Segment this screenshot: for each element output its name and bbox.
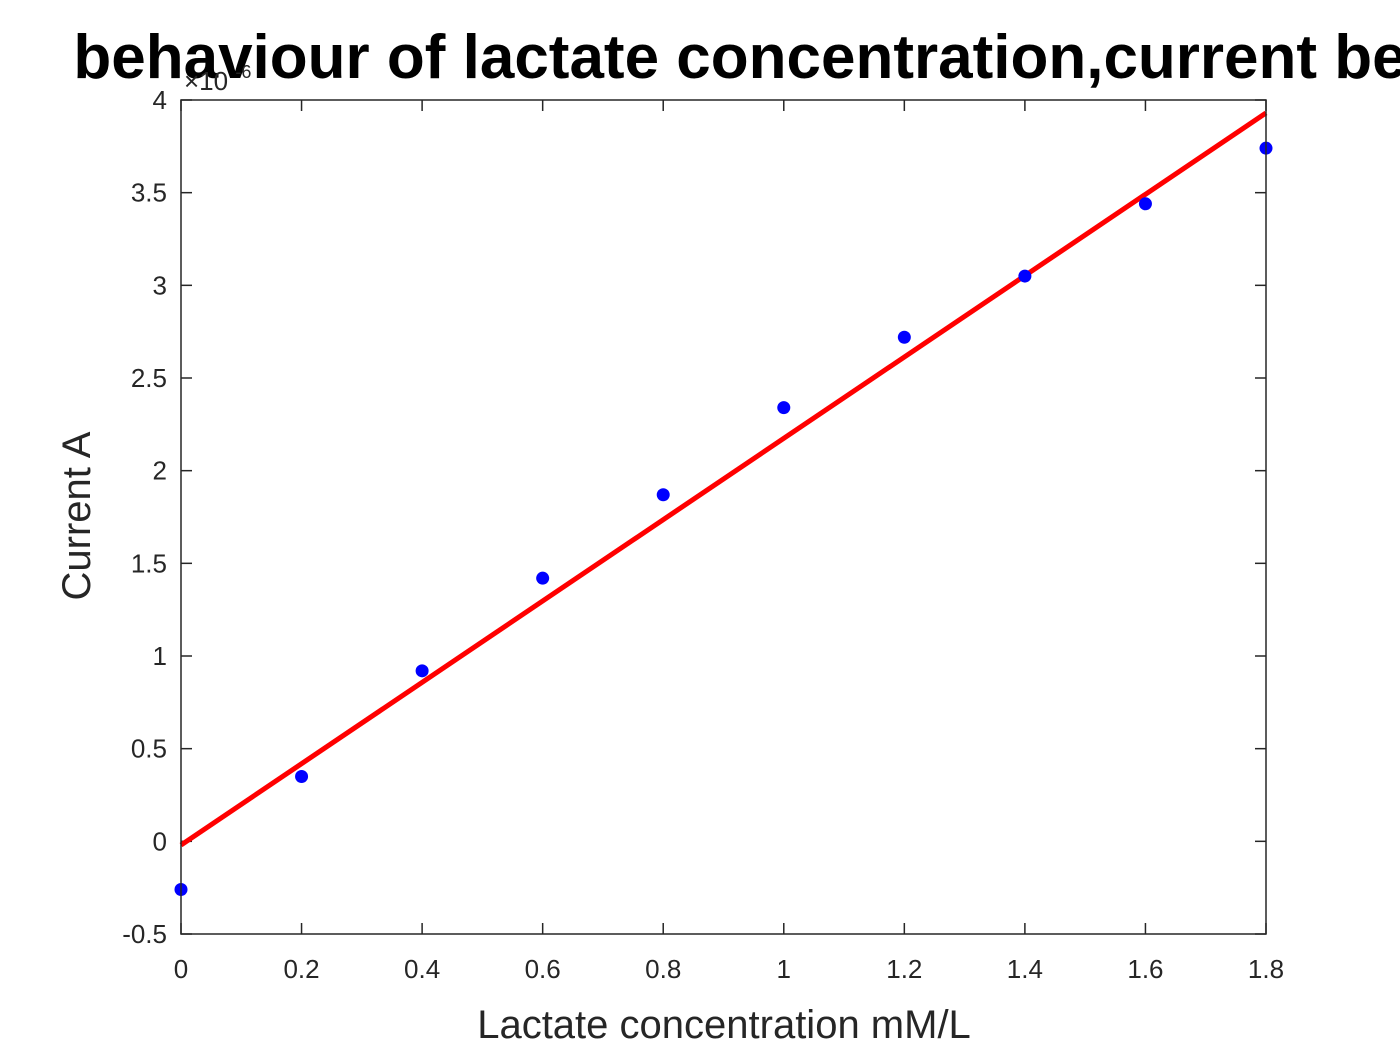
- x-tick-label: 0.8: [645, 954, 681, 984]
- y-tick-label: 3.5: [131, 178, 167, 208]
- x-tick-label: 0.4: [404, 954, 440, 984]
- data-point: [536, 571, 550, 585]
- x-tick-label: 1.6: [1127, 954, 1163, 984]
- plot-area: [181, 100, 1266, 934]
- data-point: [777, 401, 791, 415]
- y-tick-label: 1: [153, 641, 167, 671]
- x-tick-label: 1.8: [1248, 954, 1284, 984]
- y-tick-label: -0.5: [122, 919, 167, 949]
- fit-line: [179, 110, 1268, 848]
- y-tick-label: 2: [153, 456, 167, 486]
- y-multiplier-exponent: -6: [235, 62, 251, 82]
- y-tick-label: 0.5: [131, 734, 167, 764]
- x-tick-label: 1.2: [886, 954, 922, 984]
- x-tick-label: 0: [174, 954, 188, 984]
- x-tick-label: 0.6: [525, 954, 561, 984]
- y-tick-labels: -0.5 0 0.5 1 1.5 2 2.5 3 3.5 4: [122, 85, 167, 949]
- y-tick-label: 2.5: [131, 363, 167, 393]
- y-tick-label: 1.5: [131, 548, 167, 578]
- data-point: [415, 664, 429, 678]
- chart-title: behaviour of lactate concentration,curre…: [73, 23, 1400, 92]
- series-layer: [174, 110, 1273, 897]
- x-tick-label: 1.4: [1007, 954, 1043, 984]
- x-tick-label: 1: [777, 954, 791, 984]
- y-tick-label: 3: [153, 270, 167, 300]
- y-multiplier-label: ×10 -6: [184, 62, 251, 96]
- data-point: [897, 330, 911, 344]
- x-tick-labels: 0 0.2 0.4 0.6 0.8 1 1.2 1.4 1.6 1.8: [174, 954, 1284, 984]
- x-axis-label: Lactate concentration mM/L: [477, 1003, 971, 1047]
- data-point: [295, 769, 309, 783]
- y-axis-label: Current A: [55, 431, 99, 600]
- data-point: [1018, 269, 1032, 283]
- y-tick-label: 4: [153, 85, 167, 115]
- x-tick-label: 0.2: [283, 954, 319, 984]
- plot-frame: [180, 99, 1267, 935]
- data-point: [656, 488, 670, 502]
- data-point: [1138, 197, 1152, 211]
- y-tick-label: 0: [153, 826, 167, 856]
- y-multiplier-base: ×10: [184, 66, 228, 96]
